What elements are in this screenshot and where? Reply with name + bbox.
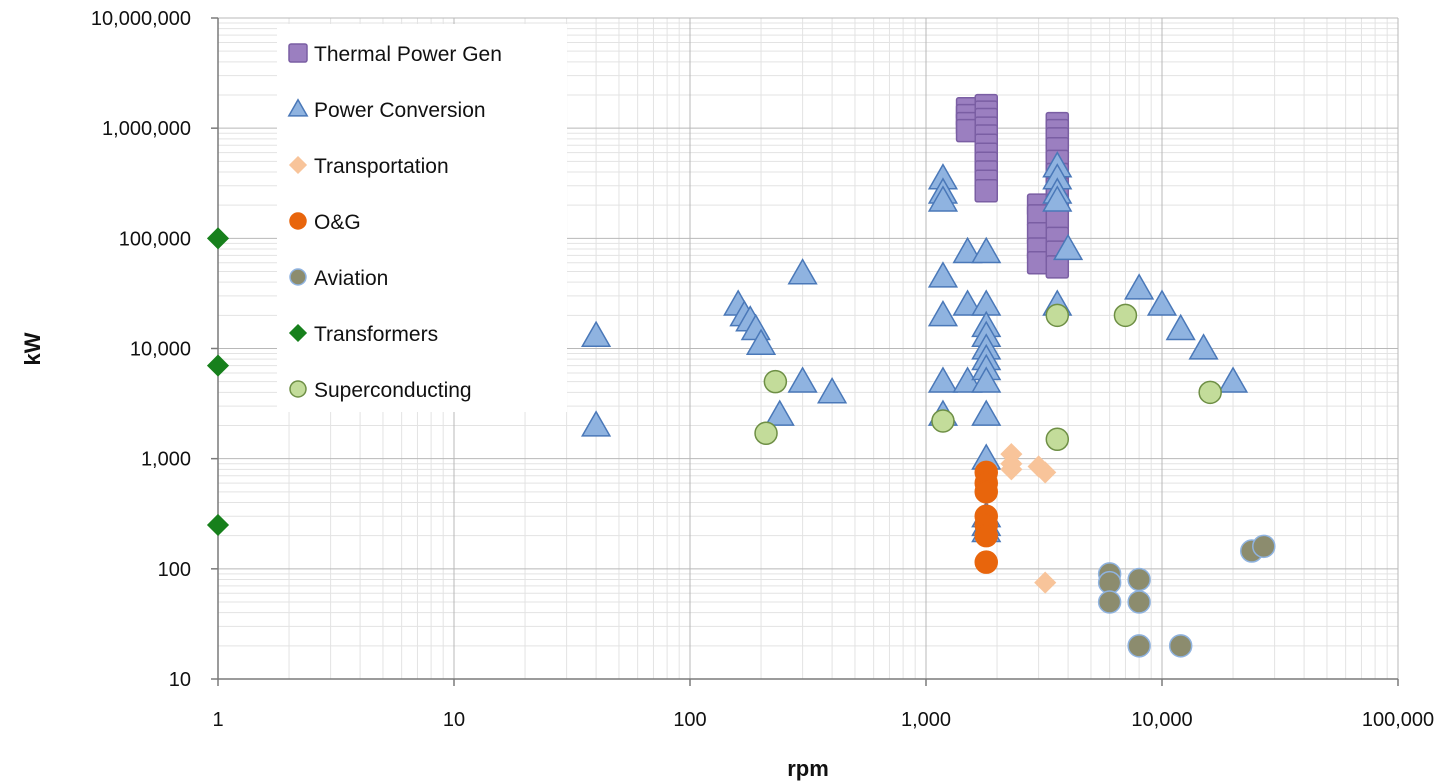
data-point-oandg: [974, 523, 998, 548]
y-tick-label: 10: [169, 669, 191, 691]
series-transportation: [1000, 443, 1057, 594]
data-point-transformers: [206, 227, 230, 250]
data-point-power-conversion: [816, 377, 848, 404]
y-tick-label: 10,000: [130, 339, 191, 361]
legend-label-transportation: Transportation: [314, 155, 449, 178]
data-point-power-conversion: [1052, 233, 1084, 261]
data-point-power-conversion: [580, 320, 612, 348]
legend-marker-superconducting: [289, 380, 307, 398]
data-point-transformers: [206, 354, 230, 377]
data-point-power-conversion: [927, 261, 959, 288]
data-point-power-conversion: [952, 236, 983, 264]
data-point-aviation: [1127, 590, 1151, 614]
data-point-power-conversion: [787, 366, 818, 393]
data-point-aviation: [1168, 634, 1193, 658]
legend-marker-transportation: [288, 155, 308, 175]
x-tick-label: 100,000: [1362, 709, 1434, 731]
data-point-power-conversion: [1217, 366, 1249, 393]
legend-marker-transformers: [288, 323, 308, 343]
data-point-power-conversion: [971, 366, 1002, 393]
axis-lines: [211, 17, 1399, 686]
x-axis-title: rpm: [787, 756, 829, 781]
data-point-transformers: [206, 513, 230, 537]
data-point-aviation: [1097, 590, 1122, 614]
data-point-power-conversion: [952, 289, 983, 316]
x-tick-label: 10,000: [1131, 709, 1192, 731]
y-axis-tick-labels: 10 100 1,000 10,000 100,000 1,000,000 10,000,0…: [91, 8, 191, 691]
data-point-superconducting: [754, 421, 778, 446]
legend-marker-power-conversion: [287, 98, 309, 117]
data-point-superconducting: [1045, 427, 1070, 452]
y-tick-label: 10,000,000: [91, 8, 191, 30]
series-oandg: [974, 460, 998, 574]
legend-background: [277, 24, 567, 412]
legend-label-aviation: Aviation: [314, 267, 388, 290]
data-point-power-conversion: [1124, 273, 1155, 300]
data-point-superconducting: [1113, 303, 1138, 328]
legend-label-superconducting: Superconducting: [314, 379, 472, 402]
data-point-power-conversion: [927, 300, 959, 327]
legend-label-oandg: O&G: [314, 211, 361, 234]
legend-marker-oandg: [289, 212, 307, 230]
data-point-superconducting: [931, 409, 955, 433]
data-point-power-conversion: [971, 236, 1002, 264]
data-point-transportation: [1034, 461, 1057, 484]
data-point-power-conversion: [1146, 289, 1178, 316]
x-tick-label: 1: [212, 709, 223, 731]
y-tick-label: 1,000: [141, 449, 191, 471]
data-point-aviation: [1252, 534, 1276, 559]
data-point-power-conversion: [971, 399, 1002, 426]
legend-label-thermal-power-gen: Thermal Power Gen: [314, 43, 502, 66]
series-aviation: [1097, 534, 1276, 658]
x-tick-label: 10: [443, 709, 465, 731]
x-tick-label: 1,000: [901, 709, 951, 731]
legend: Thermal Power Gen Power Conversion Transpo…: [277, 24, 567, 412]
data-point-power-conversion: [1165, 313, 1196, 341]
data-point-power-conversion: [745, 328, 777, 356]
y-tick-label: 100,000: [119, 228, 191, 250]
data-point-aviation: [1127, 567, 1151, 592]
data-point-power-conversion: [580, 410, 612, 437]
data-point-transportation: [1034, 571, 1057, 594]
series-transformers: [206, 227, 230, 537]
data-point-thermal-power-gen: [974, 179, 998, 203]
x-tick-label: 100: [673, 709, 706, 731]
y-tick-label: 100: [158, 559, 191, 581]
data-point-aviation: [1127, 634, 1151, 658]
data-point-oandg: [974, 480, 998, 504]
data-point-power-conversion: [927, 366, 959, 393]
data-point-superconducting: [1045, 303, 1070, 328]
data-points: [206, 93, 1276, 658]
legend-label-power-conversion: Power Conversion: [314, 99, 486, 122]
data-point-oandg: [974, 550, 998, 574]
data-point-superconducting: [763, 369, 788, 394]
x-axis-tick-labels: 1 10 100 1,000 10,000 100,000: [212, 709, 1434, 731]
legend-marker-aviation: [289, 268, 307, 286]
data-point-power-conversion: [1042, 185, 1073, 212]
legend-label-transformers: Transformers: [314, 323, 438, 346]
data-point-power-conversion: [787, 258, 818, 285]
data-point-power-conversion: [927, 185, 959, 212]
data-point-transportation: [1000, 458, 1023, 481]
data-point-power-conversion: [764, 399, 795, 426]
legend-marker-thermal-power-gen: [288, 43, 308, 63]
data-point-superconducting: [1198, 380, 1222, 405]
y-axis-title: kW: [20, 332, 45, 365]
series-superconducting: [754, 303, 1222, 452]
y-tick-label: 1,000,000: [102, 118, 191, 140]
data-point-power-conversion: [1188, 333, 1219, 360]
